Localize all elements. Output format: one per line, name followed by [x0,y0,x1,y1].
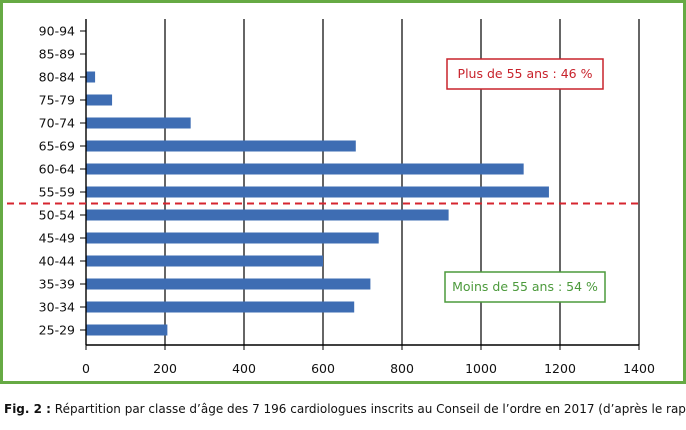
bar [86,301,355,313]
x-tick-label: 800 [390,361,414,376]
x-tick-label: 400 [232,361,256,376]
y-tick-label: 25-29 [39,323,75,338]
y-tick-label: 85-89 [39,47,75,62]
annotation-below-55: Moins de 55 ans : 54 % [444,271,606,303]
y-tick-labels: 90-94 85-89 80-84 75-79 70-74 65-69 60-64 55-59… [39,24,75,338]
bar [86,209,449,221]
y-tick-label: 80-84 [39,70,75,85]
bar [86,324,168,336]
bar-chart: 90-94 85-89 80-84 75-79 70-74 65-69 60-64 55-59… [7,19,655,376]
y-tick-label: 50-54 [39,208,75,223]
y-tick-label: 40-44 [39,254,75,269]
bar [86,278,371,290]
x-tick-label: 200 [153,361,177,376]
caption-text: Répartition par classe d’âge des 7 196 c… [54,402,686,416]
y-tick-label: 30-34 [39,300,75,315]
svg-text:Moins de 55 ans : 54 %: Moins de 55 ans : 54 % [452,279,598,294]
bar [86,255,323,267]
x-tick-label: 600 [311,361,335,376]
figure-caption: Fig. 2 : Répartition par classe d’âge de… [4,401,686,430]
axes [80,19,640,350]
annotation-above-55: Plus de 55 ans : 46 % [446,58,604,90]
x-tick-label: 1200 [544,361,576,376]
x-tick-label: 1000 [465,361,497,376]
x-tick-labels: 0 200 400 600 800 1000 1200 1400 [82,361,655,376]
x-tick-label: 0 [82,361,90,376]
bar [86,140,356,152]
bar [86,232,379,244]
y-tick-label: 55-59 [39,185,75,200]
y-tick-label: 45-49 [39,231,75,246]
y-tick-label: 70-74 [39,116,75,131]
bar [86,94,113,106]
svg-text:Plus de 55 ans : 46 %: Plus de 55 ans : 46 % [458,66,593,81]
bar [86,71,96,83]
bar [86,163,524,175]
y-tick-label: 75-79 [39,93,75,108]
y-tick-label: 35-39 [39,277,75,292]
caption-label: Fig. 2 : [4,402,51,416]
chart-panel: 90-94 85-89 80-84 75-79 70-74 65-69 60-64 55-59… [0,0,686,384]
bar [86,117,191,129]
bars [86,71,549,336]
y-tick-label: 65-69 [39,139,75,154]
y-tick-label: 60-64 [39,162,75,177]
x-tick-label: 1400 [623,361,655,376]
bar [86,186,549,198]
y-tick-label: 90-94 [39,24,75,39]
